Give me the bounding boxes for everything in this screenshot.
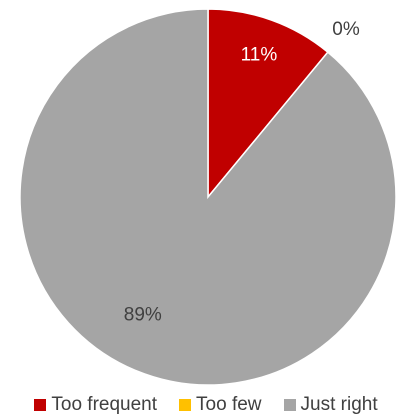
chart-legend: Too frequent Too few Just right xyxy=(0,394,412,416)
legend-item-just-right: Just right xyxy=(283,394,378,416)
legend-label: Just right xyxy=(300,394,378,415)
data-label-too-frequent: 11% xyxy=(241,45,278,66)
legend-item-too-frequent: Too frequent xyxy=(34,394,157,416)
data-label-just-right: 89% xyxy=(124,305,162,326)
legend-swatch-just-right xyxy=(283,399,296,411)
legend-swatch-too-few xyxy=(179,399,192,411)
legend-label: Too frequent xyxy=(51,394,158,415)
pie-slice-just-right xyxy=(19,8,397,386)
pie-plot-area: 11% 0% 89% xyxy=(19,8,397,386)
data-label-too-few: 0% xyxy=(332,19,360,40)
legend-item-too-few: Too few xyxy=(179,394,262,416)
legend-swatch-too-frequent xyxy=(34,399,47,411)
pie-slice-too-frequent xyxy=(207,8,329,200)
legend-label: Too few xyxy=(196,394,262,415)
